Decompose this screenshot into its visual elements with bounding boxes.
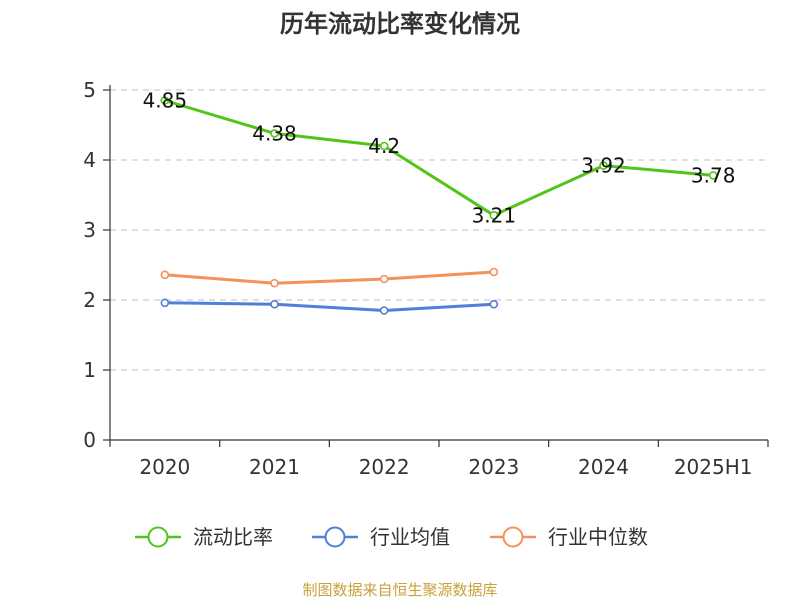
series-line bbox=[164, 270, 494, 285]
data-point bbox=[160, 270, 170, 280]
legend-label: 流动比率 bbox=[193, 525, 273, 549]
y-tick-label: 3 bbox=[83, 218, 96, 242]
y-tick-label: 0 bbox=[83, 428, 96, 452]
x-tick-label: 2022 bbox=[359, 455, 410, 479]
grid bbox=[110, 89, 768, 371]
legend-marker bbox=[147, 526, 169, 548]
data-point bbox=[160, 96, 170, 105]
series-layer bbox=[160, 96, 718, 315]
data-point bbox=[489, 299, 499, 309]
data-point bbox=[599, 161, 608, 170]
data-label: 4.38 bbox=[252, 121, 297, 145]
x-tick-label: 2025H1 bbox=[674, 455, 753, 479]
source-note: 制图数据来自恒生聚源数据库 bbox=[302, 581, 497, 599]
data-point bbox=[379, 274, 389, 284]
data-point bbox=[708, 171, 718, 180]
data-point bbox=[270, 299, 279, 309]
y-tick-label: 4 bbox=[83, 148, 96, 172]
data-point bbox=[489, 267, 499, 277]
data-label: 3.78 bbox=[691, 163, 736, 187]
data-point bbox=[379, 306, 389, 315]
legend-marker bbox=[502, 526, 524, 548]
x-tick-label: 2021 bbox=[249, 455, 300, 479]
series-line bbox=[164, 99, 714, 217]
legend-marker bbox=[324, 526, 346, 548]
legend-label: 行业均值 bbox=[370, 525, 450, 549]
legend-label: 行业中位数 bbox=[548, 525, 648, 549]
legend: 流动比率 行业均值 行业中位数 bbox=[135, 525, 648, 549]
chart-title: 历年流动比率变化情况 bbox=[280, 10, 520, 38]
data-point bbox=[379, 141, 389, 151]
y-tick-label: 1 bbox=[83, 358, 96, 382]
data-point bbox=[270, 278, 279, 288]
series-line bbox=[164, 301, 494, 312]
data-label: 4.2 bbox=[368, 134, 400, 158]
axes: 0 1 2 3 4 5 2020 2021 2022 2023 2024 2025H1 bbox=[83, 78, 769, 479]
data-point bbox=[489, 211, 499, 220]
data-label: 4.85 bbox=[143, 89, 188, 113]
data-label: 3.21 bbox=[472, 203, 517, 227]
data-point bbox=[270, 129, 279, 138]
x-tick-label: 2023 bbox=[468, 455, 519, 479]
y-tick-label: 5 bbox=[83, 78, 96, 102]
x-tick-label: 2020 bbox=[139, 455, 190, 479]
data-point bbox=[160, 298, 170, 308]
x-tick-label: 2024 bbox=[578, 455, 629, 479]
data-label: 3.92 bbox=[581, 154, 626, 178]
y-tick-label: 2 bbox=[83, 288, 96, 312]
data-labels: 4.85 4.38 4.2 3.21 3.92 3.78 bbox=[143, 89, 736, 228]
